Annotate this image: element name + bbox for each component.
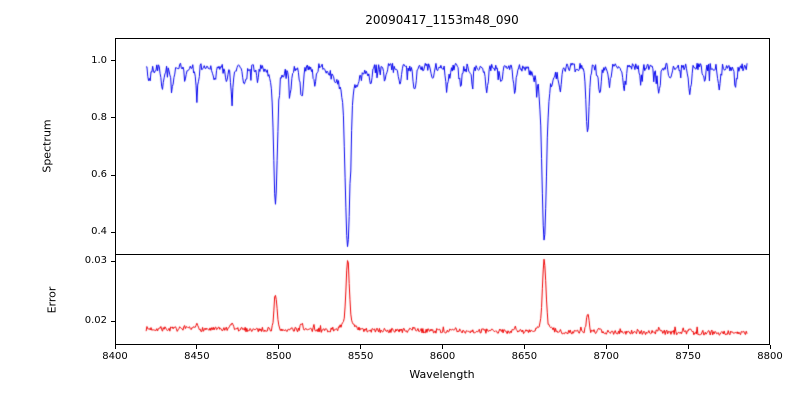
y-tick-mark (111, 60, 115, 62)
x-tick-label: 8500 (266, 351, 292, 362)
y-tick-label: 0.4 (91, 226, 107, 238)
y-tick-mark (111, 260, 115, 262)
y-tick-mark (111, 117, 115, 119)
chart-title: 20090417_1153m48_090 (365, 13, 519, 27)
y-tick-label: 0.03 (84, 255, 107, 266)
x-tick-label: 8400 (102, 351, 128, 362)
x-tick-label: 8650 (511, 351, 538, 362)
x-tick-label: 8750 (675, 351, 701, 362)
spectrum-panel (115, 38, 770, 255)
error-panel (115, 255, 770, 345)
spectrum-axis-label: Spectrum (40, 119, 54, 173)
x-tick-mark (114, 345, 116, 349)
y-tick-label: 0.02 (84, 315, 107, 326)
x-tick-mark (687, 345, 689, 349)
x-tick-label: 8550 (347, 351, 374, 362)
y-tick-label: 0.8 (91, 111, 107, 123)
x-tick-label: 8800 (757, 351, 783, 362)
error-axis-label: Error (45, 286, 59, 314)
x-tick-label: 8700 (593, 351, 619, 362)
x-tick-mark (196, 345, 198, 349)
x-tick-mark (769, 345, 771, 349)
x-tick-mark (442, 345, 443, 349)
y-tick-mark (111, 231, 115, 233)
x-tick-mark (360, 345, 362, 349)
y-tick-mark (111, 174, 115, 176)
y-tick-label: 0.6 (91, 169, 107, 181)
x-axis-label: Wavelength (409, 368, 475, 381)
x-tick-mark (278, 345, 280, 349)
y-tick-mark (111, 320, 115, 322)
y-tick-label: 1.0 (91, 54, 107, 66)
x-tick-mark (605, 345, 607, 349)
x-tick-label: 8600 (429, 351, 456, 362)
x-tick-label: 8450 (184, 351, 210, 362)
x-tick-mark (523, 345, 525, 349)
